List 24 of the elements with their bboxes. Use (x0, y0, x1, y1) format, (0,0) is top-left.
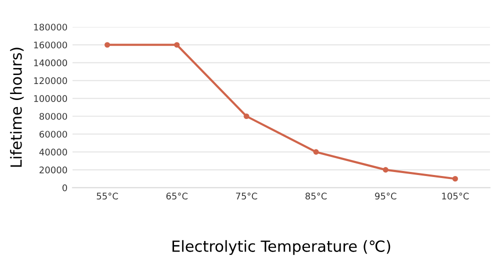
x-tick-label: 95°C (375, 192, 396, 200)
x-tick-label: 105°C (442, 192, 469, 200)
y-axis-title: Lifetime (hours) (10, 48, 24, 167)
y-tick-label: 20000 (40, 166, 68, 174)
x-tick-label: 75°C (236, 192, 258, 200)
y-tick-label: 0 (62, 184, 68, 192)
point (174, 42, 180, 48)
point (313, 149, 319, 155)
point (382, 167, 388, 173)
y-tick-label: 40000 (39, 148, 68, 156)
y-tick-label: 120000 (34, 77, 68, 84)
point (104, 42, 110, 48)
y-tick-label: 140000 (34, 59, 68, 66)
x-tick-label: 85°C (306, 192, 327, 200)
point (452, 176, 458, 182)
x-tick-label: 55°C (96, 192, 118, 200)
x-axis-title: Electrolytic Temperature (℃) (172, 240, 390, 255)
y-tick-label: 60000 (40, 130, 68, 138)
y-tick-label: 80000 (40, 112, 68, 120)
y-tick-label: 160000 (34, 42, 68, 48)
point (244, 113, 250, 120)
y-tick-label: 100000 (34, 95, 68, 102)
y-tick-label: 180000 (34, 24, 68, 31)
x-tick-label: 65°C (166, 192, 188, 200)
